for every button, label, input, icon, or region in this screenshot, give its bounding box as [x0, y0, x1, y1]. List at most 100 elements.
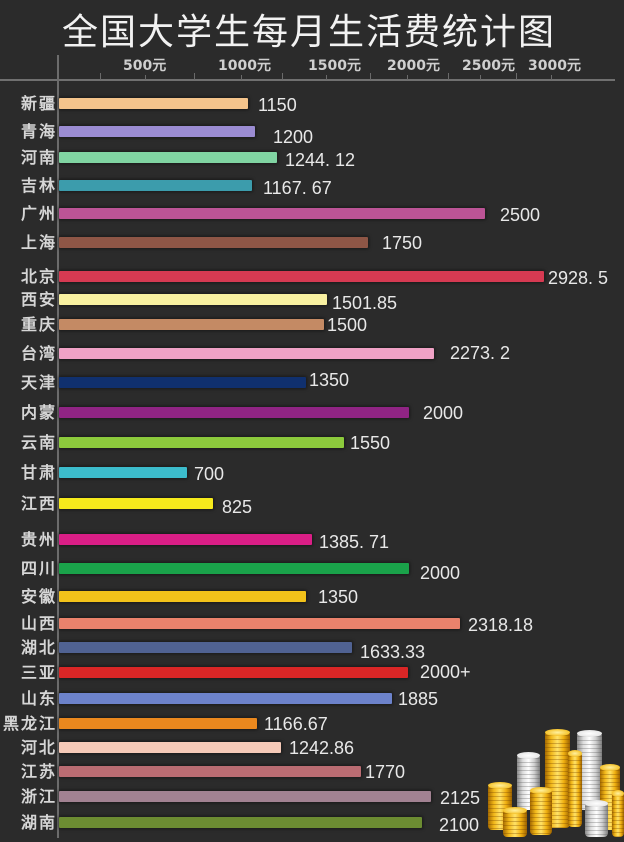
value-label: 1242.86	[289, 738, 355, 758]
value-label: 2100	[439, 815, 480, 835]
value-label: 1501.85	[332, 293, 398, 313]
bar	[59, 742, 281, 753]
value-label: 1350	[309, 370, 350, 390]
x-axis-tick	[100, 73, 101, 80]
value-label: 1166.67	[264, 714, 328, 734]
value-label: 1550	[350, 433, 391, 453]
value-label: 825	[222, 497, 253, 517]
value-label: 2928. 5	[548, 268, 609, 288]
value-label: 1770	[365, 762, 406, 782]
gold-coin-stack-icon	[568, 750, 582, 827]
gold-coin-stack-icon	[503, 807, 527, 837]
value-label: 1167. 67	[263, 178, 332, 198]
value-label: 2273. 2	[450, 343, 511, 363]
value-label: 2318.18	[468, 615, 534, 635]
value-label: 1750	[382, 233, 423, 253]
x-axis-tick	[241, 75, 242, 80]
value-label: 2500	[500, 205, 541, 225]
category-label: 山西	[20, 614, 57, 633]
x-axis-tick	[551, 75, 552, 80]
category-label: 吉林	[20, 176, 57, 195]
category-label: 广州	[20, 204, 57, 223]
bar	[59, 693, 392, 704]
bar	[59, 98, 248, 109]
bar	[59, 319, 324, 330]
bar	[59, 766, 361, 777]
bar	[59, 563, 409, 574]
category-label: 湖南	[20, 813, 57, 832]
category-label: 江苏	[20, 762, 57, 781]
bar	[59, 407, 409, 418]
x-axis-tick	[448, 73, 449, 80]
bar	[59, 237, 368, 248]
category-label: 贵州	[20, 530, 57, 549]
bar	[59, 791, 431, 802]
x-tick-label: 2000元	[387, 58, 440, 74]
bar	[59, 437, 344, 448]
value-label: 1150	[258, 95, 297, 115]
x-tick-label: 1000元	[218, 58, 271, 74]
category-label: 河北	[20, 738, 57, 757]
x-tick-label: 3000元	[528, 58, 581, 74]
bar	[59, 534, 312, 545]
category-label: 新疆	[20, 94, 57, 113]
x-axis-tick	[407, 75, 408, 80]
category-label: 三亚	[20, 663, 57, 682]
category-label: 黑龙江	[2, 714, 57, 733]
x-axis-tick	[282, 73, 283, 80]
value-label: 2000	[420, 563, 461, 583]
value-label: 1633.33	[360, 642, 426, 662]
category-label: 山东	[20, 689, 57, 708]
bar	[59, 498, 213, 509]
value-label: 1350	[318, 587, 359, 607]
bar	[59, 271, 544, 282]
bar	[59, 718, 257, 729]
bar	[59, 180, 252, 191]
category-label: 江西	[20, 494, 57, 513]
category-label: 青海	[20, 122, 57, 141]
category-label: 西安	[20, 290, 57, 309]
y-axis-line	[57, 55, 59, 838]
value-label: 1200	[273, 127, 314, 147]
value-label: 2125	[440, 788, 481, 808]
x-tick-label: 1500元	[308, 58, 361, 74]
bar	[59, 817, 422, 828]
x-axis-tick	[326, 75, 327, 80]
bar	[59, 467, 187, 478]
value-label: 1885	[398, 689, 439, 709]
x-axis-tick	[516, 73, 517, 80]
bar	[59, 591, 306, 602]
value-label: 2000	[423, 403, 464, 423]
value-label: 700	[194, 464, 225, 484]
category-label: 浙江	[20, 787, 57, 806]
bar	[59, 152, 277, 163]
category-label: 天津	[20, 373, 57, 392]
category-label: 河南	[20, 148, 57, 167]
chart-title: 全国大学生每月生活费统计图	[62, 12, 557, 53]
x-tick-label: 2500元	[462, 58, 515, 74]
x-axis-line	[0, 79, 615, 81]
category-label: 台湾	[20, 344, 57, 363]
bar	[59, 348, 434, 359]
x-tick-label: 500元	[123, 58, 167, 74]
silver-coin-stack-icon	[585, 800, 608, 837]
x-axis-tick	[145, 75, 146, 80]
category-label: 甘肃	[20, 463, 57, 482]
value-label: 1500	[327, 315, 368, 335]
category-label: 北京	[20, 267, 57, 286]
category-label: 云南	[20, 433, 57, 452]
x-axis-tick	[370, 73, 371, 80]
value-label: 2000+	[420, 662, 471, 682]
category-label: 内蒙	[20, 403, 57, 422]
value-label: 1385. 71	[319, 532, 390, 552]
bar	[59, 667, 408, 678]
gold-coin-stack-icon	[530, 787, 552, 835]
category-label: 湖北	[20, 638, 57, 657]
value-label: 1244. 12	[285, 150, 356, 170]
category-label: 重庆	[20, 315, 57, 334]
x-axis-tick	[480, 75, 481, 80]
bar	[59, 642, 352, 653]
x-axis-tick	[194, 73, 195, 80]
bar	[59, 126, 255, 137]
bar	[59, 294, 327, 305]
